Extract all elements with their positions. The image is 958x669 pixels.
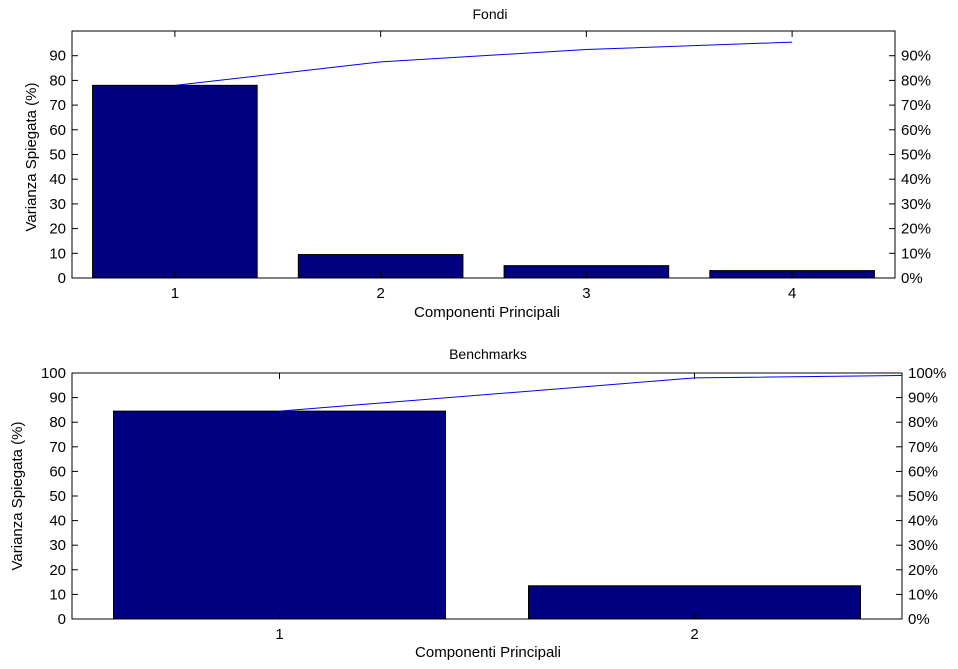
y-tick-label: 50 [49, 147, 66, 164]
y-tick-label: 60 [49, 463, 66, 480]
y2-tick-label: 40% [901, 171, 931, 188]
y2-tick-label: 80% [908, 414, 938, 431]
y-tick-label: 20 [49, 562, 66, 579]
y2-tick-label: 40% [908, 513, 938, 530]
y-tick-label: 50 [49, 488, 66, 505]
y-tick-label: 80 [49, 414, 66, 431]
y2-tick-label: 80% [901, 72, 931, 89]
y-tick-label: 0 [58, 270, 66, 287]
y2-tick-label: 20% [908, 562, 938, 579]
y-tick-label: 30 [49, 537, 66, 554]
y-tick-label: 0 [58, 611, 66, 628]
y-tick-label: 80 [49, 72, 66, 89]
y-tick-label: 90 [49, 390, 66, 407]
chart-benchmarks: Benchmarks Componenti Principali Varianz… [9, 346, 946, 661]
cumulative-line [279, 374, 903, 412]
bar [92, 84, 258, 279]
y2-tick-label: 60% [901, 122, 931, 139]
chart-title: Benchmarks [449, 346, 527, 362]
y2-tick-label: 50% [908, 488, 938, 505]
y2-tick-label: 90% [908, 390, 938, 407]
x-axis-label: Componenti Principali [415, 644, 561, 661]
x-tick-label: 2 [376, 285, 384, 302]
y-tick-label: 30 [49, 196, 66, 213]
chart-fondi: Fondi Componenti Principali Varianza Spi… [23, 6, 931, 321]
x-tick-label: 3 [582, 285, 590, 302]
y2-tick-label: 10% [901, 245, 931, 262]
y-axis-label: Varianza Spiegata (%) [23, 83, 40, 232]
chart-title: Fondi [472, 6, 507, 22]
y2-tick-label: 100% [908, 365, 946, 382]
y2-tick-label: 90% [901, 48, 931, 65]
y2-tick-label: 0% [901, 270, 923, 287]
y-tick-label: 60 [49, 122, 66, 139]
y2-tick-label: 30% [908, 537, 938, 554]
cumulative-line [174, 41, 793, 86]
y-axis-label: Varianza Spiegata (%) [9, 422, 26, 571]
y-tick-label: 90 [49, 48, 66, 65]
x-tick-label: 1 [275, 626, 283, 643]
y2-tick-label: 10% [908, 586, 938, 603]
y-tick-label: 40 [49, 171, 66, 188]
y2-tick-label: 50% [901, 147, 931, 164]
y-tick-label: 20 [49, 221, 66, 238]
y2-tick-label: 60% [908, 463, 938, 480]
y-tick-label: 40 [49, 513, 66, 530]
y-tick-label: 10 [49, 586, 66, 603]
x-axis-label: Componenti Principali [414, 304, 560, 321]
y-tick-label: 70 [49, 97, 66, 114]
x-tick-label: 1 [171, 285, 179, 302]
y-tick-label: 70 [49, 439, 66, 456]
y2-tick-label: 20% [901, 221, 931, 238]
x-tick-label: 2 [690, 626, 698, 643]
y2-tick-label: 70% [908, 439, 938, 456]
y2-tick-label: 0% [908, 611, 930, 628]
y2-tick-label: 70% [901, 97, 931, 114]
x-tick-label: 4 [788, 285, 796, 302]
y2-tick-label: 30% [901, 196, 931, 213]
y-tick-label: 100 [41, 365, 66, 382]
bar [113, 410, 446, 620]
y-tick-label: 10 [49, 245, 66, 262]
